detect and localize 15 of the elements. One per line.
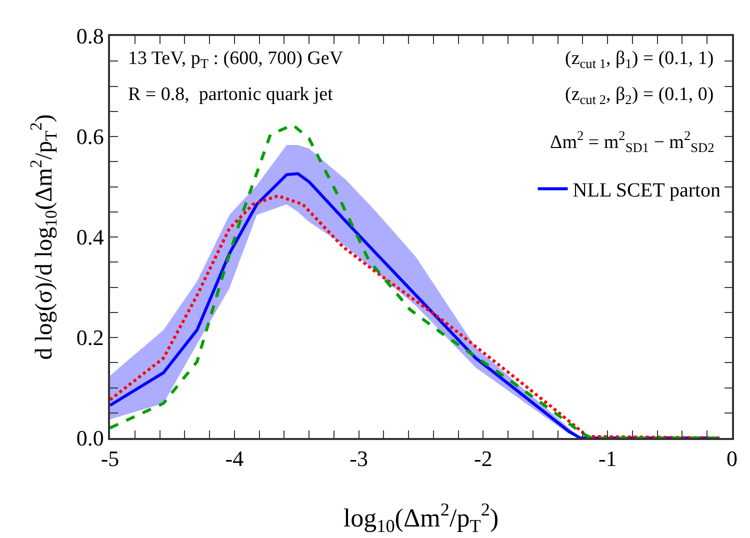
y-tick-label: 0.6 [76, 124, 104, 150]
annotation: (z$_{cut 1}$, β$_{1}$) = (0.1, 1) [565, 48, 714, 71]
x-tick-label: -3 [350, 446, 368, 472]
x-tick-label: -1 [598, 446, 617, 472]
x-tick-label: -4 [225, 446, 244, 472]
x-tick-label: -2 [474, 446, 492, 472]
legend-label: NLL SCET parton [572, 180, 721, 202]
x-tick-label: 0 [726, 446, 738, 472]
annotation: R = 0.8, partonic quark jet [128, 84, 334, 105]
y-tick-label: 0.8 [76, 24, 104, 49]
y-tick-label: 0.4 [76, 224, 104, 250]
annotation: (z$_{cut 2}$, β$_{2}$) = (0.1, 0) [565, 84, 714, 107]
annotation: 13 TeV, p$_{T}$ : (600, 700) GeV [128, 48, 344, 71]
x-axis-title: log$_{10}$(Δm$^{2}$/p$_{T}$$^{2}$) [343, 500, 499, 536]
y-tick-label: 0.2 [76, 325, 104, 350]
